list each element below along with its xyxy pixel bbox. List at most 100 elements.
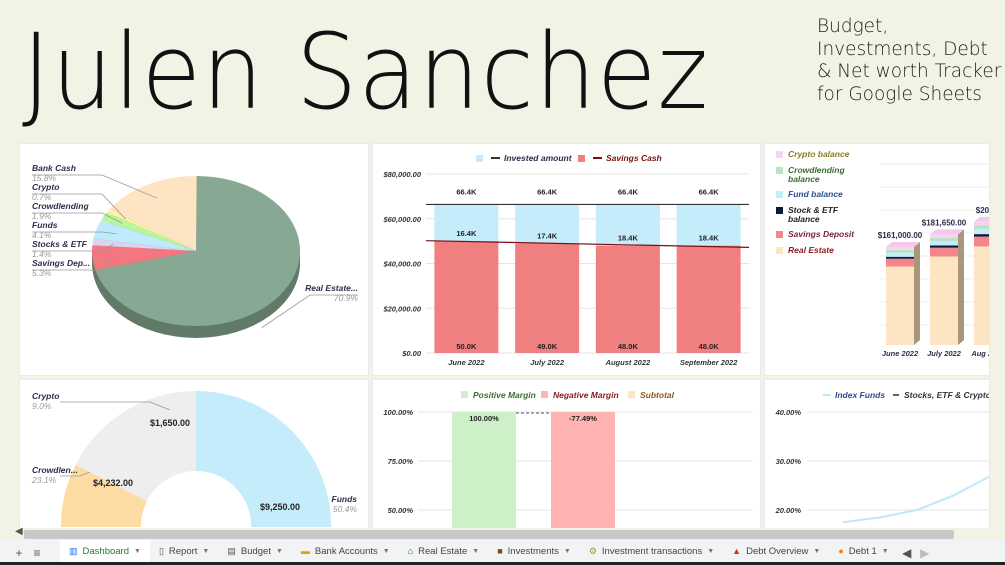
bar-savings — [595, 245, 660, 353]
slice-pct: 15.8% — [32, 173, 57, 183]
horizontal-scrollbar[interactable]: ◀ — [0, 526, 1005, 540]
bar-label: 50.0K — [456, 342, 477, 351]
sheet-tab-bar: + ≡ ▥ Dashboard ▼ ▯ Report ▼ ▤ Budget ▼ ▬ Bank Acc… — [0, 540, 1005, 565]
leader-line — [261, 294, 358, 328]
legend-label: Crypto balance — [788, 149, 850, 159]
bar-savings — [515, 243, 580, 353]
total-label: 66.4K — [456, 187, 477, 196]
stack-segment — [930, 241, 958, 246]
y-tick: 100.00% — [383, 408, 413, 417]
waterfall-bar — [551, 412, 615, 528]
pie-slice — [93, 220, 196, 251]
legend-label: Stocks, ETF & Crypto — [904, 390, 990, 400]
chevron-down-icon[interactable]: ▼ — [275, 547, 283, 555]
tab-label: Investments — [507, 545, 559, 557]
slice-label: Funds — [32, 220, 58, 230]
chevron-down-icon[interactable]: ▼ — [813, 547, 821, 555]
bar-side — [958, 229, 964, 345]
stack-segment — [974, 236, 989, 247]
slice-pct: 1.4% — [32, 249, 52, 259]
chevron-down-icon[interactable]: ▼ — [202, 547, 210, 555]
tab-label: Dashboard — [82, 545, 129, 557]
bar-invested — [515, 204, 580, 244]
page-title: Julen Sanchez — [22, 11, 710, 133]
bar-label: 48.0K — [618, 342, 639, 351]
chevron-down-icon[interactable]: ▼ — [707, 547, 715, 555]
tab-scroll-right-icon[interactable]: ▶ — [920, 545, 930, 560]
bar-label: 49.0K — [537, 342, 558, 351]
bar-savings — [676, 245, 741, 353]
legend-swatch — [776, 247, 783, 254]
chevron-down-icon[interactable]: ▼ — [881, 547, 889, 555]
chevron-down-icon[interactable]: ▼ — [134, 547, 141, 555]
tab-label: Report — [168, 545, 198, 557]
networth-stacked-chart: Crypto balance Crowdlending balance Fund ba… — [764, 143, 990, 376]
stack-segment — [974, 225, 989, 230]
slice-pct: 50.4% — [333, 504, 358, 514]
x-tick: September 2022 — [680, 358, 738, 367]
index-funds-line — [842, 475, 989, 524]
total-label: 66.4K — [699, 187, 720, 196]
y-tick: 75.00% — [388, 457, 414, 466]
slice-pct: 70.9% — [334, 293, 359, 303]
bank-icon: ▲ — [732, 546, 742, 556]
pie-slice — [101, 212, 196, 251]
legend-swatch — [776, 207, 783, 214]
y-tick: 20.00% — [775, 506, 802, 515]
scroll-left-icon[interactable]: ◀ — [15, 526, 23, 537]
stack-segment — [930, 247, 958, 257]
legend-label: Index Funds — [835, 390, 885, 400]
scrollbar-thumb[interactable] — [24, 530, 954, 539]
legend-label: balance — [788, 214, 820, 224]
slice-amount: $4,232.00 — [93, 478, 133, 488]
slice-label: Stocks & ETF — [32, 239, 88, 249]
y-tick: $20,000.00 — [382, 304, 421, 313]
pie-slice — [106, 209, 196, 251]
bar-invested — [676, 204, 741, 246]
x-tick: July 2022 — [927, 349, 962, 358]
savings-combo-chart: $0.00 $20,000.00 $40,000.00 $60,000.00 $80,0… — [372, 143, 761, 376]
add-sheet-icon[interactable]: + — [15, 545, 23, 560]
returns-line-chart: 20.00% 30.00% 40.00% Index Funds Stocks, ETF… — [764, 379, 990, 529]
slice-label: Crypto — [32, 391, 59, 401]
legend-swatch — [461, 391, 468, 398]
total-label: 66.4K — [618, 187, 639, 196]
bar-label: 18.4K — [699, 234, 720, 243]
all-sheets-menu-icon[interactable]: ≡ — [33, 545, 41, 560]
waterfall-bar — [452, 412, 516, 528]
leader-line — [32, 231, 117, 235]
leader-line — [32, 174, 157, 199]
leader-line — [60, 401, 171, 411]
tab-label: Investment transactions — [601, 545, 703, 557]
chevron-down-icon[interactable]: ▼ — [382, 547, 390, 555]
legend-swatch — [776, 167, 783, 174]
chart-icon: ▥ — [69, 545, 78, 556]
legend-label: Negative Margin — [553, 390, 619, 400]
total-label: $202,3 — [976, 206, 990, 215]
legend-label: Positive Margin — [473, 390, 536, 400]
leader-line — [32, 193, 126, 220]
bar-side — [914, 241, 920, 345]
stack-segment — [974, 221, 989, 226]
x-tick: June 2022 — [448, 358, 485, 367]
chevron-down-icon[interactable]: ▼ — [472, 547, 480, 555]
clipboard-icon: ▯ — [158, 545, 164, 556]
legend-label: balance — [788, 174, 820, 184]
x-tick: June 2022 — [882, 349, 919, 358]
tab-scroll-left-icon[interactable]: ◀ — [902, 545, 912, 560]
bar-label: 18.4K — [618, 234, 639, 243]
legend-swatch — [578, 155, 585, 162]
donut-slice — [75, 391, 196, 501]
total-label: 66.4K — [537, 187, 558, 196]
bar-invested — [434, 204, 499, 242]
chevron-down-icon[interactable]: ▼ — [563, 547, 571, 555]
stack-segment — [886, 246, 914, 250]
legend-swatch — [776, 231, 783, 238]
slice-label: Crowdlen... — [32, 465, 78, 475]
bar-savings — [434, 241, 499, 353]
legend-swatch — [476, 155, 483, 162]
bar-label: -77.49% — [569, 414, 597, 423]
slice-pct: 9.0% — [32, 401, 52, 411]
bar-top — [930, 229, 964, 235]
stack-segment — [886, 252, 914, 257]
